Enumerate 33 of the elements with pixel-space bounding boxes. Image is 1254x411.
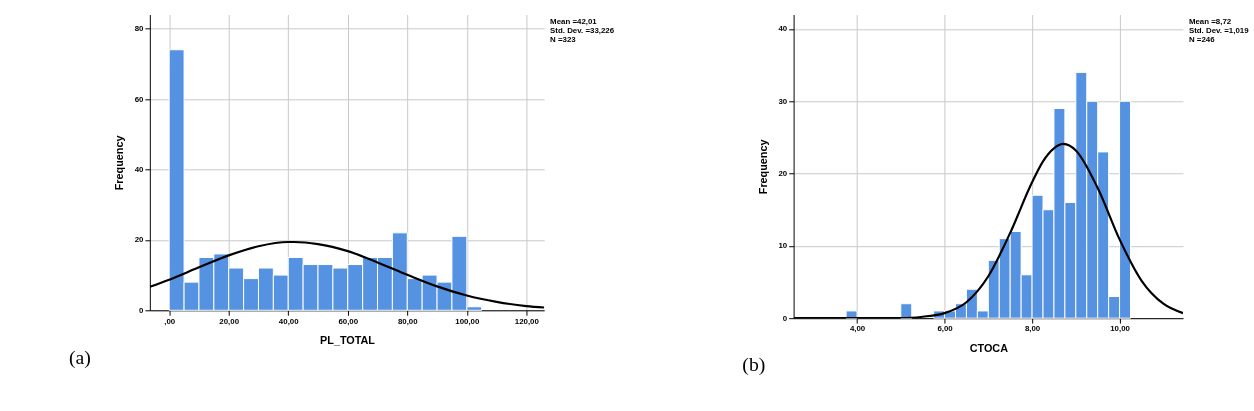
x-tick-label: 4,00 bbox=[849, 324, 866, 334]
y-tick-label: 0 bbox=[139, 305, 145, 315]
text: Std. Dev. =1,019 bbox=[1188, 26, 1250, 36]
y-axis-title: Frequency bbox=[756, 139, 769, 195]
y-tick-label: 20 bbox=[778, 169, 788, 179]
y-tick-label: 0 bbox=[782, 313, 788, 323]
text: N =323 bbox=[550, 35, 577, 45]
y-tick-label: 40 bbox=[778, 24, 788, 34]
y-tick-label: 20 bbox=[134, 235, 145, 245]
y-tick-label: 10 bbox=[778, 241, 788, 251]
x-tick-label: 20,00 bbox=[219, 316, 240, 326]
x-tick-label: 40,00 bbox=[278, 316, 300, 326]
text: (b) bbox=[742, 353, 766, 377]
text: N =246 bbox=[1188, 35, 1216, 45]
x-tick-label: 100,00 bbox=[455, 316, 480, 326]
y-tick-label: 30 bbox=[778, 96, 788, 106]
y-tick-label: 40 bbox=[134, 164, 145, 174]
x-tick-label: 60,00 bbox=[338, 316, 359, 326]
x-tick-label: 6,00 bbox=[937, 324, 954, 334]
x-axis-title: PL_TOTAL bbox=[320, 334, 376, 347]
text: Std. Dev. =33,226 bbox=[550, 26, 615, 36]
x-tick-label: 80,00 bbox=[397, 316, 419, 326]
text: Mean =42,01 bbox=[550, 17, 598, 27]
y-tick-label: 80 bbox=[134, 24, 145, 34]
text: Mean =8,72 bbox=[1188, 17, 1232, 27]
x-tick-label: ,00 bbox=[164, 316, 176, 326]
x-tick-label: 120,00 bbox=[514, 316, 540, 326]
text: (a) bbox=[69, 345, 91, 369]
x-tick-label: 8,00 bbox=[1024, 324, 1041, 334]
y-axis-title: Frequency bbox=[112, 135, 125, 191]
y-tick-label: 60 bbox=[134, 94, 145, 104]
x-tick-label: 10,00 bbox=[1110, 324, 1131, 334]
x-axis-title: CTOCA bbox=[969, 342, 1009, 355]
